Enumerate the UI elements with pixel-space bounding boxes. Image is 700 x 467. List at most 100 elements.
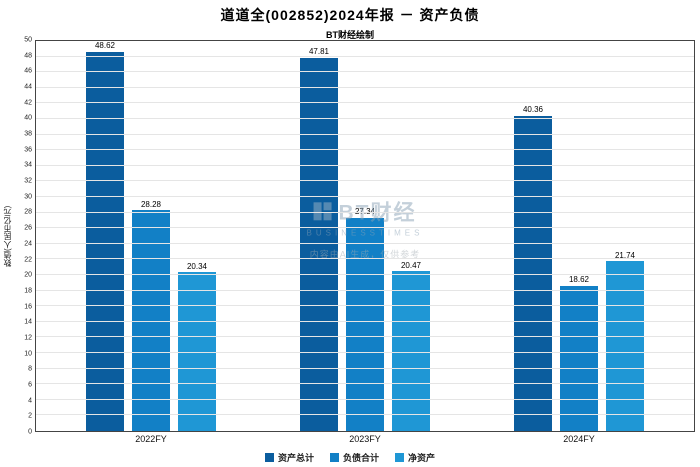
- gridline: [36, 289, 694, 291]
- bar-value-label: 21.74: [614, 250, 636, 260]
- gridline: [36, 164, 694, 166]
- y-tick-label: 34: [24, 161, 32, 169]
- bar-groups: 48.62 28.28 20.34 47.81 27.34 20.47 40.36 18.62…: [36, 41, 694, 431]
- y-tick-label: 36: [24, 146, 32, 154]
- y-tick-label: 26: [24, 224, 32, 232]
- bar: [300, 58, 338, 431]
- y-tick-label: 40: [24, 114, 32, 122]
- y-axis-ticks: 0 2 4 6 8 10 12 14 16 18 20 22 24 26 28 30 32 34 36 38 40 42 4…: [15, 36, 35, 436]
- gridline: [36, 367, 694, 369]
- bar-group: 40.36 18.62 21.74: [514, 41, 644, 431]
- gridline: [36, 336, 694, 338]
- legend-item: 净资产: [395, 451, 435, 464]
- bar-wrap: 20.34: [178, 41, 216, 431]
- bar-wrap: 28.28: [132, 41, 170, 431]
- y-tick-label: 8: [28, 365, 32, 373]
- bar-wrap: 40.36: [514, 41, 552, 431]
- y-tick-label: 20: [24, 271, 32, 279]
- y-tick-label: 14: [24, 318, 32, 326]
- gridline: [36, 398, 694, 400]
- y-tick-label: 42: [24, 99, 32, 107]
- bar-wrap: 20.47: [392, 41, 430, 431]
- chart-body: 数值(人民币亿元) 0 2 4 6 8 10 12 14 16 18 20 22 24 26 28 30 32 3…: [2, 36, 695, 436]
- bar: [346, 217, 384, 431]
- gridline: [36, 352, 694, 353]
- y-tick-label: 32: [24, 177, 32, 185]
- bar: [560, 285, 598, 431]
- y-tick-label: 44: [24, 83, 32, 91]
- y-axis-label: 数值(人民币亿元): [3, 205, 12, 267]
- y-tick-label: 24: [24, 240, 32, 248]
- gridline: [36, 86, 694, 88]
- bar-group: 48.62 28.28 20.34: [86, 41, 216, 431]
- bar-wrap: 21.74: [606, 41, 644, 431]
- y-tick-label: 16: [24, 303, 32, 311]
- legend-label: 资产总计: [277, 453, 314, 463]
- gridline: [36, 227, 694, 229]
- chart-title: 道道全(002852)2024年报 － 资产负债: [220, 7, 480, 23]
- gridline: [36, 258, 694, 260]
- legend-label: 负债合计: [342, 453, 379, 463]
- gridline: [36, 118, 694, 119]
- legend-swatch: [329, 453, 339, 462]
- bar-wrap: 18.62: [560, 41, 598, 431]
- bar-wrap: 27.34: [346, 41, 384, 431]
- legend-item: 资产总计: [264, 451, 314, 464]
- bar-value-label: 20.47: [400, 260, 422, 270]
- y-tick-label: 50: [24, 36, 32, 44]
- bar: [392, 271, 430, 431]
- gridline: [36, 149, 694, 151]
- gridline: [36, 55, 694, 57]
- bar-value-label: 20.34: [186, 261, 208, 271]
- legend: 资产总计 负债合计 净资产: [0, 451, 700, 464]
- x-tick-label: 2022FY: [135, 434, 167, 444]
- y-tick-label: 6: [28, 381, 32, 389]
- y-tick-label: 22: [24, 256, 32, 264]
- bar-group: 47.81 27.34 20.47: [300, 41, 430, 431]
- y-tick-label: 2: [28, 412, 32, 420]
- y-tick-label: 10: [24, 350, 32, 358]
- y-tick-label: 28: [24, 208, 32, 216]
- gridline: [36, 102, 694, 104]
- gridline: [36, 320, 694, 322]
- y-tick-label: 0: [28, 428, 32, 436]
- bar-value-label: 40.36: [522, 105, 544, 115]
- gridline: [36, 211, 694, 213]
- y-tick-label: 30: [24, 193, 32, 201]
- gridline: [36, 180, 694, 182]
- y-tick-label: 38: [24, 130, 32, 138]
- y-tick-label: 4: [28, 397, 32, 405]
- gridline: [36, 305, 694, 307]
- legend-swatch: [395, 453, 404, 462]
- bar-wrap: 48.62: [86, 41, 124, 431]
- gridline: [36, 196, 694, 197]
- bar: [132, 210, 170, 431]
- bar-value-label: 27.34: [354, 206, 376, 216]
- bar: [514, 116, 552, 431]
- gridline: [36, 383, 694, 385]
- x-axis-labels: 2022FY 2023FY 2024FY: [36, 434, 694, 444]
- plot-area: 48.62 28.28 20.34 47.81 27.34 20.47 40.36 18.62…: [35, 40, 695, 432]
- gridline: [36, 133, 694, 135]
- bar: [86, 51, 124, 431]
- x-tick-label: 2024FY: [563, 434, 595, 444]
- bar-value-label: 28.28: [140, 199, 162, 209]
- bar: [178, 272, 216, 431]
- y-tick-label: 18: [24, 287, 32, 295]
- y-tick-label: 12: [24, 334, 32, 342]
- gridline: [36, 414, 694, 416]
- bar-value-label: 18.62: [568, 274, 590, 284]
- y-tick-label: 48: [24, 52, 32, 60]
- y-tick-label: 46: [24, 67, 32, 75]
- bar-wrap: 47.81: [300, 41, 338, 431]
- bar: [606, 261, 644, 431]
- bar-value-label: 47.81: [308, 47, 330, 57]
- chart-subtitle: BT财经绘制: [326, 30, 374, 40]
- legend-item: 负债合计: [329, 451, 379, 464]
- gridline: [36, 71, 694, 73]
- bar-value-label: 48.62: [94, 40, 116, 50]
- gridline: [36, 242, 694, 244]
- gridline: [36, 274, 694, 275]
- x-tick-label: 2023FY: [349, 434, 381, 444]
